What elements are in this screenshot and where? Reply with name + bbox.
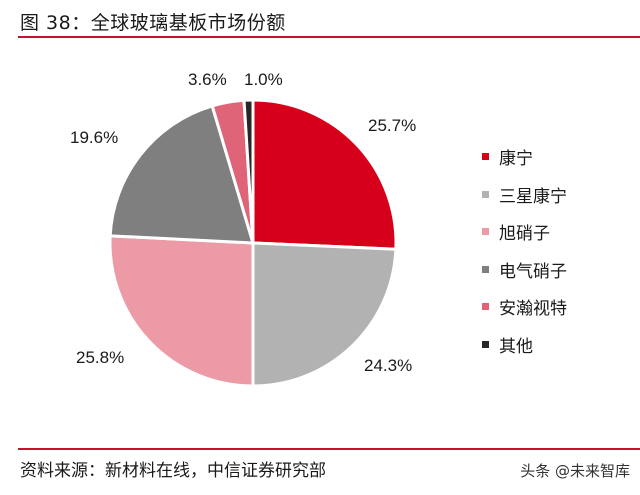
legend-label: 安瀚视特 [499,299,567,320]
legend-label: 旭硝子 [499,224,550,245]
value-label-neg: 19.6% [70,128,119,147]
legend-label: 电气硝子 [499,261,567,282]
legend-item-corning: 康宁 [482,138,567,176]
legend-swatch [482,190,489,198]
legend-item-other: 其他 [482,326,567,364]
legend-item-agc: 旭硝子 [482,213,567,251]
legend-label: 其他 [499,336,533,357]
legend-swatch [482,153,489,161]
pie-slice-3 [108,104,255,245]
legend-label: 三星康宁 [499,186,567,207]
legend-label: 康宁 [499,149,533,170]
chart-title: 图 38：全球玻璃基板市场份额 [20,12,286,34]
value-label-corning: 25.7% [368,116,417,135]
legend-swatch [482,265,489,273]
legend-item-samsung-corning: 三星康宁 [482,176,567,214]
pie-slice-0 [251,98,398,251]
pie-slice-2 [108,234,255,388]
value-label-agc: 25.8% [76,348,125,367]
legend-swatch [482,228,489,236]
pie-slice-5 [242,98,255,245]
watermark: 头条 @未来智库 [520,462,630,480]
chart-legend: 康宁 三星康宁 旭硝子 电气硝子 安瀚视特 其他 [482,138,567,363]
value-label-avanstrate: 3.6% [188,70,227,89]
source-note: 资料来源：新材料在线，中信证券研究部 [20,461,326,481]
source-divider [18,448,640,450]
legend-item-avanstrate: 安瀚视特 [482,288,567,326]
value-label-other: 1.0% [244,70,283,89]
legend-swatch [482,303,489,311]
title-divider [18,36,640,38]
legend-item-neg: 电气硝子 [482,251,567,289]
value-label-samsung-corning: 24.3% [364,356,413,375]
pie-slice-1 [251,241,398,388]
legend-swatch [482,340,489,348]
